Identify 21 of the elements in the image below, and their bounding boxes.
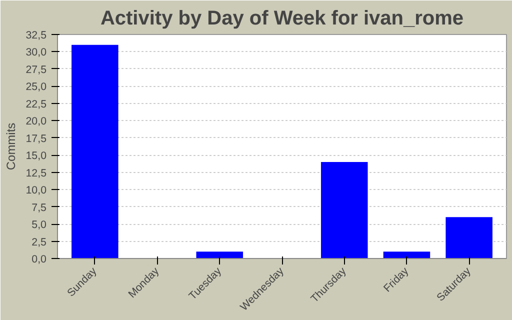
y-tick-label: 27,5: [26, 64, 47, 76]
y-tick-label: 7,5: [32, 202, 47, 214]
y-tick-label: 5,0: [32, 219, 47, 232]
y-tick-label: 10,0: [26, 184, 47, 197]
y-tick-label: 22,5: [26, 98, 47, 110]
y-tick-label: 25,0: [26, 81, 47, 94]
y-tick-label: 30,0: [26, 46, 47, 59]
y-tick-label: 2,5: [32, 236, 47, 248]
y-tick-label: 32,5: [26, 30, 47, 42]
bar: [72, 44, 118, 258]
y-axis-title: Commits: [4, 122, 18, 170]
y-tick-label: 0,0: [32, 254, 47, 266]
y-tick-label: 17,5: [26, 132, 47, 145]
bar: [446, 217, 492, 258]
bar: [320, 162, 368, 258]
y-tick-label: 12,5: [26, 167, 47, 180]
bar: [196, 252, 244, 258]
y-tick-label: 20,0: [26, 116, 47, 128]
y-tick-label: 15,0: [26, 150, 47, 162]
chart-title: Activity by Day of Week for ivan_rome: [100, 8, 464, 30]
bar: [383, 252, 430, 258]
